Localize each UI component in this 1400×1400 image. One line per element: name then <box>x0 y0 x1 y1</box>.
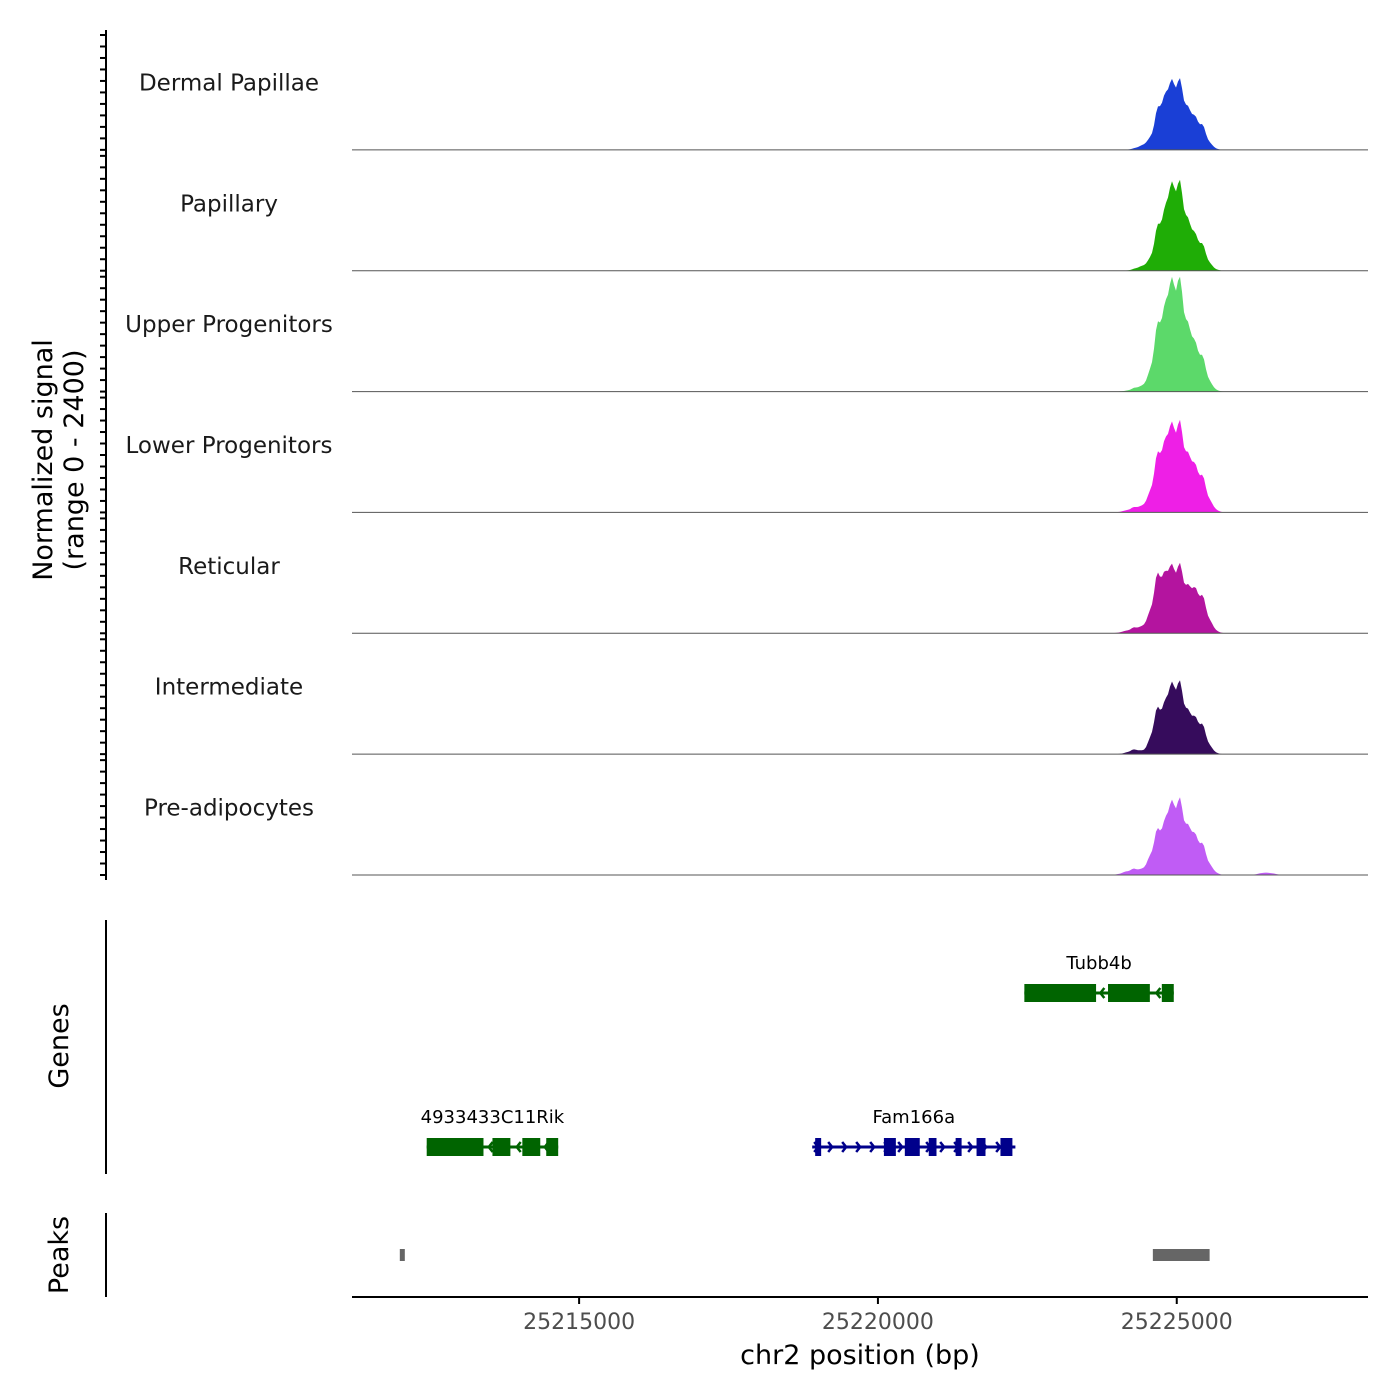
gene-annotation-track: Tubb4b 4933433C11Rik Fam166a <box>421 953 1174 1156</box>
coverage-tracks: Dermal Papillae Papillary Upper Progenitor… <box>125 70 1368 876</box>
strand-arrow <box>869 1141 876 1153</box>
signal-area <box>352 419 1368 513</box>
track-label: Lower Progenitors <box>126 433 333 459</box>
coverage-track: Lower Progenitors <box>126 419 1368 513</box>
track-label: Reticular <box>178 554 280 580</box>
coverage-track: Papillary <box>180 179 1368 272</box>
gene-name-label: Tubb4b <box>1065 953 1131 974</box>
coverage-track: Intermediate <box>155 675 1368 755</box>
strand-arrow <box>841 1141 848 1153</box>
gene-exon <box>522 1138 541 1156</box>
gene-exon <box>426 1138 484 1156</box>
gene-exon <box>815 1138 822 1156</box>
x-axis-title: chr2 position (bp) <box>740 1340 980 1371</box>
gene-exon <box>492 1138 511 1156</box>
track-label: Dermal Papillae <box>139 70 319 96</box>
coverage-y-ticks <box>100 34 106 876</box>
peak-region <box>1152 1249 1210 1261</box>
gene-exon <box>883 1138 896 1156</box>
peaks-track-label: Peaks <box>44 1216 75 1294</box>
gene-exon <box>546 1138 559 1156</box>
gene: Fam166a <box>812 1107 1016 1156</box>
coverage-track: Dermal Papillae <box>139 70 1368 151</box>
strand-arrow <box>827 1141 834 1153</box>
strand-arrow <box>1098 987 1106 999</box>
y-axis-title-line1: Normalized signal <box>28 339 59 581</box>
gene-exon <box>928 1138 937 1156</box>
strand-arrow <box>855 1141 862 1153</box>
gene: Tubb4b <box>1024 953 1174 1002</box>
x-tick-label: 25220000 <box>822 1310 934 1335</box>
gene-exon <box>904 1138 920 1156</box>
track-label: Papillary <box>180 191 278 217</box>
gene-exon <box>1024 984 1097 1002</box>
strand-arrow <box>487 1141 494 1153</box>
coverage-track: Reticular <box>178 554 1368 634</box>
strand-arrow <box>515 1141 522 1153</box>
peak-regions-track <box>399 1249 1210 1261</box>
signal-area <box>352 276 1368 392</box>
gene: 4933433C11Rik <box>421 1107 565 1156</box>
gene-exon <box>1000 1138 1013 1156</box>
gene-exon <box>1161 984 1174 1002</box>
signal-area <box>352 179 1368 271</box>
strand-arrow <box>1154 987 1162 999</box>
signal-area <box>352 562 1368 634</box>
coverage-track: Pre-adipocytes <box>144 796 1368 876</box>
strand-arrow <box>939 1141 946 1153</box>
x-axis-ticks: 25215000 25220000 25225000 <box>523 1297 1233 1335</box>
gene-exon <box>976 1138 986 1156</box>
strand-arrow <box>897 1141 904 1153</box>
track-label: Intermediate <box>155 675 303 701</box>
strand-arrow <box>967 1141 974 1153</box>
strand-arrow <box>995 1141 1002 1153</box>
gene-name-label: 4933433C11Rik <box>421 1107 565 1128</box>
y-axis-title: Normalized signal (range 0 - 2400) <box>28 339 90 581</box>
signal-area <box>352 78 1368 150</box>
gene-exon <box>955 1138 962 1156</box>
peak-region <box>399 1249 405 1261</box>
signal-area <box>352 680 1368 755</box>
gene-name-label: Fam166a <box>872 1107 955 1128</box>
y-axis-title-line2: (range 0 - 2400) <box>59 350 90 571</box>
x-tick-label: 25225000 <box>1121 1310 1233 1335</box>
coverage-track: Upper Progenitors <box>125 276 1368 393</box>
genes-track-label: Genes <box>44 1003 75 1088</box>
track-label: Upper Progenitors <box>125 312 333 338</box>
track-label: Pre-adipocytes <box>144 796 314 822</box>
gene-exon <box>1108 984 1150 1002</box>
signal-area <box>352 797 1368 875</box>
x-tick-label: 25215000 <box>523 1310 635 1335</box>
